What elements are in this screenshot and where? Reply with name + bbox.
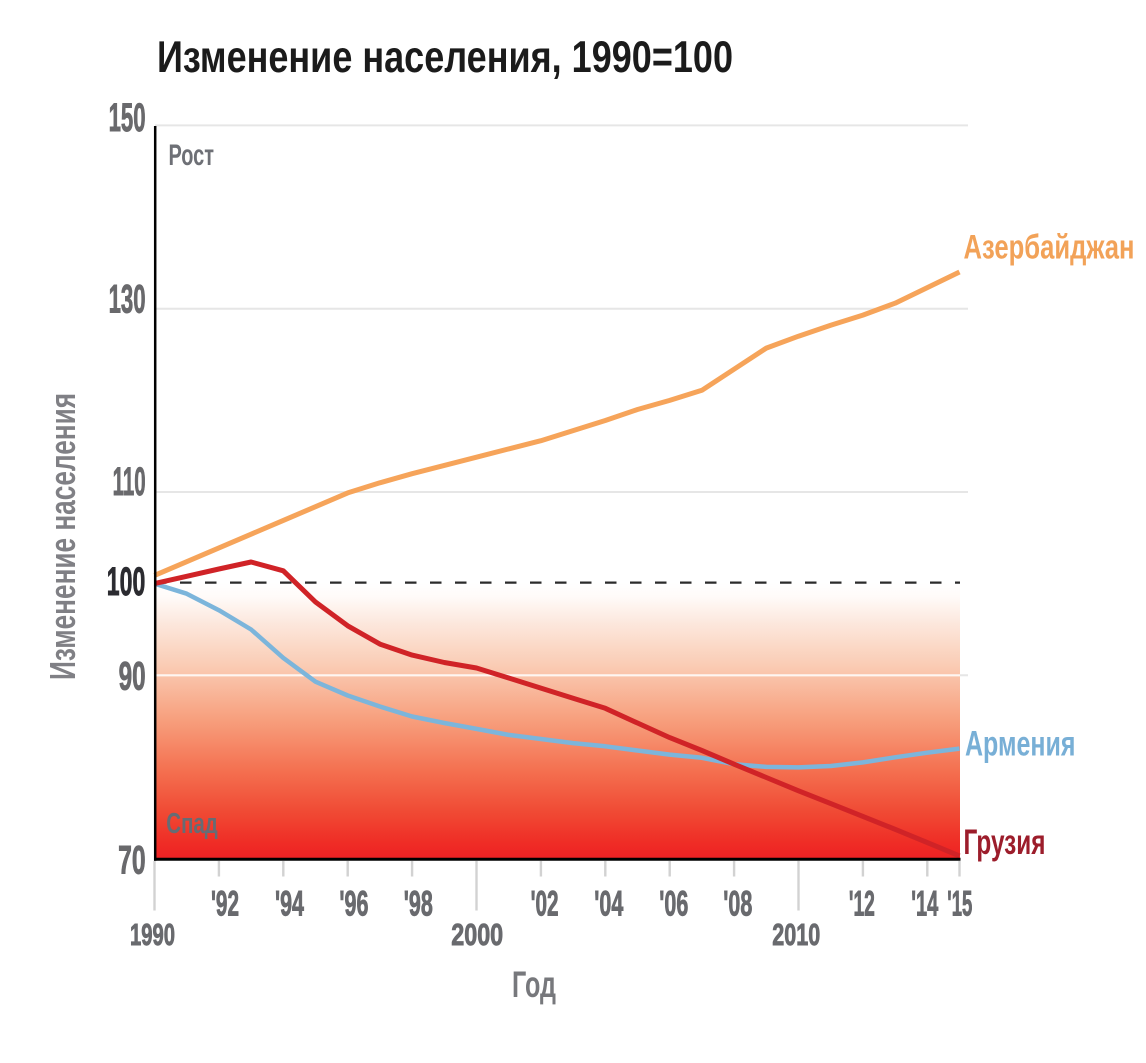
svg-text:Спад: Спад <box>166 808 218 840</box>
svg-text:2010: 2010 <box>772 917 820 952</box>
svg-text:'94: '94 <box>275 885 304 924</box>
svg-text:150: 150 <box>109 96 146 140</box>
svg-text:2000: 2000 <box>451 917 503 952</box>
svg-text:'98: '98 <box>404 885 433 924</box>
svg-text:Изменение населения, 1990=100: Изменение населения, 1990=100 <box>157 33 733 82</box>
svg-text:Рост: Рост <box>169 139 215 172</box>
svg-text:'02: '02 <box>531 885 559 924</box>
svg-text:'96: '96 <box>339 885 368 924</box>
svg-text:1990: 1990 <box>130 917 175 952</box>
svg-text:70: 70 <box>118 838 146 882</box>
svg-text:'08: '08 <box>723 885 752 924</box>
svg-text:'04: '04 <box>594 885 623 924</box>
svg-text:130: 130 <box>109 278 146 322</box>
svg-text:'06: '06 <box>659 885 688 924</box>
svg-text:Год: Год <box>512 964 556 1005</box>
svg-text:'14: '14 <box>911 885 938 924</box>
svg-text:'15: '15 <box>947 885 972 924</box>
svg-text:'92: '92 <box>211 885 239 924</box>
svg-text:Изменение населения: Изменение населения <box>42 393 83 680</box>
svg-text:90: 90 <box>119 654 146 698</box>
svg-text:'12: '12 <box>849 885 875 924</box>
svg-text:Грузия: Грузия <box>964 822 1046 862</box>
svg-text:100: 100 <box>107 560 146 604</box>
svg-text:Азербайджан: Азербайджан <box>964 229 1135 267</box>
svg-text:Армения: Армения <box>965 724 1076 764</box>
svg-text:110: 110 <box>113 460 146 504</box>
